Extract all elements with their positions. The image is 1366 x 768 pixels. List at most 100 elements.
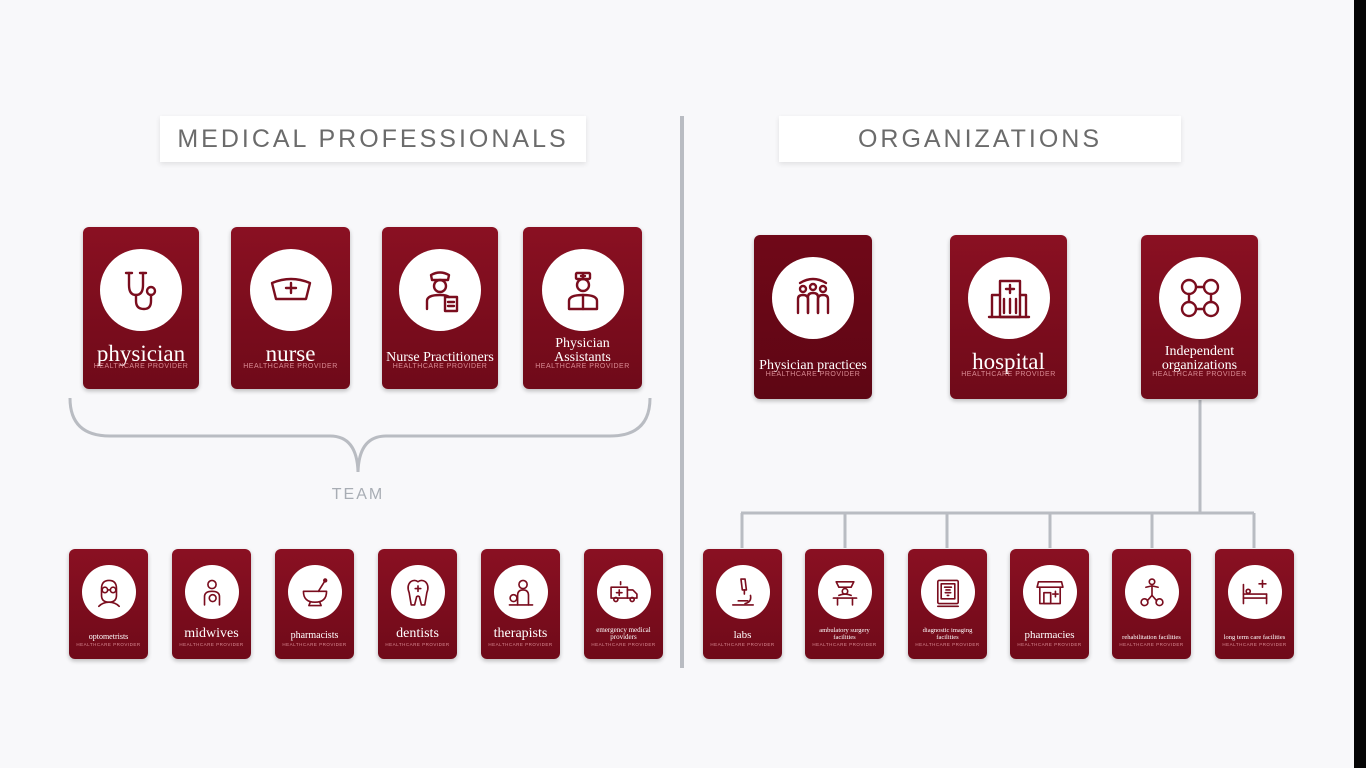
- card-nurse-practitioners[interactable]: Nurse Practitioners HEALTHCARE PROVIDER: [382, 227, 498, 389]
- card-sublabel: HEALTHCARE PROVIDER: [591, 642, 656, 647]
- icon-circle: [493, 565, 548, 619]
- card-label: Physician practices: [759, 358, 867, 373]
- card-label: ambulatory surgery facilities: [819, 627, 870, 641]
- team-brace: [68, 397, 652, 473]
- card-rehabilitation-facilities[interactable]: rehabilitation facilities HEALTHCARE PRO…: [1112, 549, 1191, 659]
- hospital-building-icon: [987, 279, 1030, 319]
- icon-circle: [184, 565, 239, 619]
- card-nurse[interactable]: nurse HEALTHCARE PROVIDER: [231, 227, 350, 389]
- card-pharmacies[interactable]: pharmacies HEALTHCARE PROVIDER: [1010, 549, 1089, 659]
- icon-circle: [399, 249, 481, 331]
- icon-circle: [772, 257, 854, 339]
- card-sublabel: HEALTHCARE PROVIDER: [710, 642, 775, 647]
- card-pharmacists[interactable]: pharmacists HEALTHCARE PROVIDER: [275, 549, 354, 659]
- imaging-icon: [936, 579, 959, 608]
- icon-circle: [967, 257, 1050, 339]
- icon-circle: [1022, 565, 1077, 619]
- card-hospital[interactable]: hospital HEALTHCARE PROVIDER: [950, 235, 1067, 399]
- card-sublabel: HEALTHCARE PROVIDER: [915, 642, 980, 647]
- team-label: TEAM: [331, 486, 385, 503]
- card-label: Physician Assistants: [554, 336, 611, 365]
- card-label: long term care facilities: [1223, 633, 1286, 641]
- card-sublabel: HEALTHCARE PROVIDER: [76, 642, 141, 647]
- card-label: labs: [733, 629, 752, 641]
- card-ambulatory-surgery-facilities[interactable]: ambulatory surgery facilities HEALTHCARE…: [805, 549, 884, 659]
- card-independent-organizations[interactable]: Independent organizations HEALTHCARE PRO…: [1141, 235, 1258, 399]
- card-sublabel: HEALTHCARE PROVIDER: [1017, 642, 1082, 647]
- surgery-icon: [832, 580, 857, 606]
- people-group-icon: [796, 277, 830, 315]
- icon-circle: [390, 565, 445, 619]
- optometrist-icon: [97, 579, 120, 608]
- card-dentists[interactable]: dentists HEALTHCARE PROVIDER: [378, 549, 457, 659]
- card-labs[interactable]: labs HEALTHCARE PROVIDER: [703, 549, 782, 659]
- icon-circle: [81, 565, 136, 619]
- card-label: emergency medical providers: [596, 626, 651, 641]
- icon-circle: [1124, 565, 1179, 619]
- card-sublabel: HEALTHCARE PROVIDER: [535, 363, 630, 370]
- icon-circle: [287, 565, 342, 619]
- section-divider: [680, 116, 684, 668]
- card-sublabel: HEALTHCARE PROVIDER: [1152, 371, 1247, 378]
- medical-professionals-title: MEDICAL PROFESSIONALS: [160, 116, 586, 162]
- org-tree-connector: [740, 400, 1256, 548]
- icon-circle: [1227, 565, 1282, 619]
- card-therapists[interactable]: therapists HEALTHCARE PROVIDER: [481, 549, 560, 659]
- card-label: diagnostic imaging facilities: [922, 627, 973, 641]
- icon-circle: [541, 249, 624, 331]
- ambulance-icon: [609, 580, 638, 603]
- card-sublabel: HEALTHCARE PROVIDER: [765, 371, 861, 378]
- card-label: optometrists: [88, 632, 129, 641]
- nurse-cap-icon: [270, 277, 311, 301]
- icon-circle: [1158, 257, 1241, 339]
- card-sublabel: HEALTHCARE PROVIDER: [179, 642, 244, 647]
- card-physician[interactable]: physician HEALTHCARE PROVIDER: [83, 227, 199, 389]
- card-label: rehabilitation facilities: [1122, 633, 1181, 641]
- card-label: Independent organizations: [1161, 344, 1238, 373]
- card-label: Nurse Practitioners: [386, 350, 494, 365]
- card-label: therapists: [493, 626, 548, 641]
- card-sublabel: HEALTHCARE PROVIDER: [488, 642, 553, 647]
- card-physician-practices[interactable]: Physician practices HEALTHCARE PROVIDER: [754, 235, 872, 399]
- icon-circle: [100, 249, 182, 331]
- organizations-title: ORGANIZATIONS: [779, 116, 1181, 162]
- nurse-practitioner-icon: [425, 271, 459, 313]
- card-label: pharmacies: [1024, 629, 1075, 641]
- card-diagnostic-imaging-facilities[interactable]: diagnostic imaging facilities HEALTHCARE…: [908, 549, 987, 659]
- network-people-icon: [1180, 278, 1219, 318]
- frame-edge: [1354, 0, 1366, 768]
- rehabilitation-icon: [1139, 578, 1164, 607]
- pharmacy-store-icon: [1035, 580, 1064, 605]
- stethoscope-icon: [124, 271, 157, 311]
- card-emergency-medical-providers[interactable]: emergency medical providers HEALTHCARE P…: [584, 549, 663, 659]
- card-sublabel: HEALTHCARE PROVIDER: [385, 642, 450, 647]
- card-optometrists[interactable]: optometrists HEALTHCARE PROVIDER: [69, 549, 148, 659]
- icon-circle: [715, 565, 770, 619]
- card-label: hospital: [972, 349, 1045, 374]
- card-sublabel: HEALTHCARE PROVIDER: [961, 371, 1056, 378]
- therapist-icon: [508, 579, 533, 606]
- card-label: physician: [96, 341, 186, 366]
- card-sublabel: HEALTHCARE PROVIDER: [282, 642, 347, 647]
- icon-circle: [920, 565, 975, 619]
- icon-circle: [596, 565, 651, 619]
- card-sublabel: HEALTHCARE PROVIDER: [93, 363, 189, 370]
- icon-circle: [817, 565, 872, 619]
- card-long-term-care-facilities[interactable]: long term care facilities HEALTHCARE PRO…: [1215, 549, 1294, 659]
- card-physician-assistants[interactable]: Physician Assistants HEALTHCARE PROVIDER: [523, 227, 642, 389]
- card-label: midwives: [184, 626, 239, 641]
- hospital-bed-icon: [1242, 579, 1267, 605]
- card-sublabel: HEALTHCARE PROVIDER: [243, 363, 338, 370]
- card-sublabel: HEALTHCARE PROVIDER: [1222, 642, 1287, 647]
- card-midwives[interactable]: midwives HEALTHCARE PROVIDER: [172, 549, 251, 659]
- icon-circle: [249, 249, 332, 331]
- card-sublabel: HEALTHCARE PROVIDER: [812, 642, 877, 647]
- physician-assistant-icon: [567, 271, 598, 311]
- mortar-pestle-icon: [302, 578, 327, 607]
- card-sublabel: HEALTHCARE PROVIDER: [392, 363, 488, 370]
- midwife-icon: [203, 579, 220, 606]
- card-sublabel: HEALTHCARE PROVIDER: [1119, 642, 1184, 647]
- card-label: pharmacists: [290, 630, 339, 641]
- tooth-icon: [406, 579, 429, 606]
